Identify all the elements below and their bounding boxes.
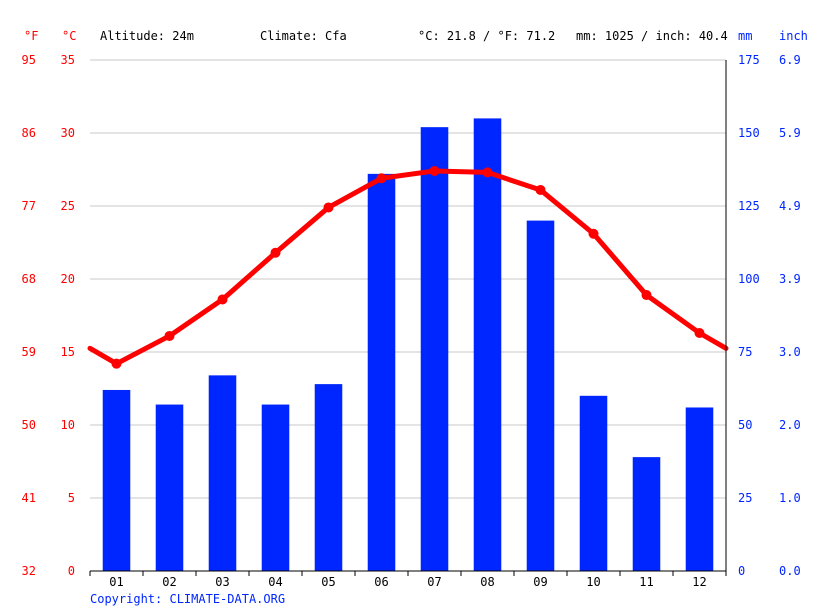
climate-label: Climate: Cfa — [260, 29, 347, 43]
fahrenheit-tick-label: 59 — [22, 345, 36, 359]
total-precipitation-label: mm: 1025 / inch: 40.4 — [576, 29, 728, 43]
precipitation-bar — [526, 220, 555, 571]
celsius-tick-label: 20 — [61, 272, 75, 286]
precipitation-bar — [102, 389, 131, 571]
mm-tick-label: 175 — [738, 53, 760, 67]
celsius-tick-label: 35 — [61, 53, 75, 67]
mm-tick-label: 100 — [738, 272, 760, 286]
celsius-tick-label: 25 — [61, 199, 75, 213]
month-label: 09 — [533, 575, 547, 589]
temperature-point — [429, 165, 440, 176]
mm-tick-label: 25 — [738, 491, 752, 505]
inch-tick-label: 4.9 — [779, 199, 801, 213]
copyright-label: Copyright: CLIMATE-DATA.ORG — [90, 592, 285, 606]
precipitation-bar — [473, 118, 502, 572]
fahrenheit-tick-label: 68 — [22, 272, 36, 286]
precipitation-bar — [208, 375, 237, 571]
precipitation-bar — [261, 404, 290, 571]
fahrenheit-tick-label: 32 — [22, 564, 36, 578]
temperature-point — [694, 328, 705, 339]
precipitation-bar — [685, 407, 714, 571]
inch-tick-label: 0.0 — [779, 564, 801, 578]
inch-tick-label: 3.0 — [779, 345, 801, 359]
month-label: 03 — [215, 575, 229, 589]
inch-tick-label: 2.0 — [779, 418, 801, 432]
month-label: 10 — [586, 575, 600, 589]
fahrenheit-tick-label: 41 — [22, 491, 36, 505]
temperature-point — [217, 294, 228, 305]
mm-unit-label: mm — [738, 29, 752, 43]
temperature-line — [87, 165, 729, 369]
temperature-line-path — [87, 168, 729, 367]
precipitation-bars — [102, 118, 714, 572]
temperature-point — [482, 167, 493, 178]
mm-tick-label: 50 — [738, 418, 752, 432]
celsius-tick-label: 0 — [68, 564, 75, 578]
fahrenheit-unit-label: °F — [24, 29, 38, 43]
celsius-tick-label: 5 — [68, 491, 75, 505]
precipitation-bar — [632, 457, 661, 571]
month-label: 02 — [162, 575, 176, 589]
fahrenheit-tick-label: 95 — [22, 53, 36, 67]
temperature-point — [376, 173, 387, 184]
tick-labels: 32 0 0 0.041 5 25 1.050 10 50 2.059 15 75 3.068 20 100… — [22, 53, 801, 589]
average-temperature-label: °C: 21.8 / °F: 71.2 — [418, 29, 555, 43]
mm-tick-label: 0 — [738, 564, 745, 578]
temperature-point — [111, 358, 122, 369]
fahrenheit-tick-label: 77 — [22, 199, 36, 213]
month-label: 05 — [321, 575, 335, 589]
inch-tick-label: 6.9 — [779, 53, 801, 67]
precipitation-bar — [314, 384, 343, 571]
temperature-point — [535, 184, 546, 195]
fahrenheit-tick-label: 86 — [22, 126, 36, 140]
chart-axes — [89, 60, 727, 576]
precipitation-bar — [579, 395, 608, 571]
temperature-point — [588, 228, 599, 239]
celsius-tick-label: 15 — [61, 345, 75, 359]
inch-tick-label: 1.0 — [779, 491, 801, 505]
inch-unit-label: inch — [779, 29, 808, 43]
month-label: 08 — [480, 575, 494, 589]
precipitation-bar — [155, 404, 184, 571]
month-label: 12 — [692, 575, 706, 589]
month-label: 06 — [374, 575, 388, 589]
temperature-point — [270, 247, 281, 258]
gridlines — [90, 59, 726, 499]
fahrenheit-tick-label: 50 — [22, 418, 36, 432]
mm-tick-label: 125 — [738, 199, 760, 213]
celsius-tick-label: 10 — [61, 418, 75, 432]
celsius-tick-label: 30 — [61, 126, 75, 140]
month-label: 01 — [109, 575, 123, 589]
temperature-point — [641, 290, 652, 301]
temperature-point — [164, 330, 175, 341]
celsius-unit-label: °C — [62, 29, 76, 43]
mm-tick-label: 75 — [738, 345, 752, 359]
inch-tick-label: 5.9 — [779, 126, 801, 140]
mm-tick-label: 150 — [738, 126, 760, 140]
month-label: 11 — [639, 575, 653, 589]
precipitation-bar — [420, 127, 449, 571]
month-label: 07 — [427, 575, 441, 589]
precipitation-bar — [367, 173, 396, 571]
inch-tick-label: 3.9 — [779, 272, 801, 286]
altitude-label: Altitude: 24m — [100, 29, 194, 43]
month-label: 04 — [268, 575, 282, 589]
temperature-point — [323, 202, 334, 213]
